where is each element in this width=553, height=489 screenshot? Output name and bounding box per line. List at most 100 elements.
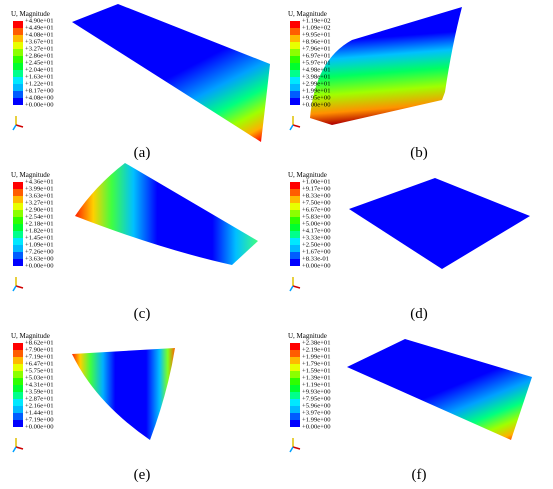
legend-value: +1.82e+01 — [25, 228, 54, 235]
caption: (f) — [412, 467, 427, 483]
legend-value: +1.09e+02 — [302, 25, 331, 32]
legend-bin — [13, 357, 23, 364]
legend-bin — [13, 252, 23, 259]
legend-value: +2.18e+01 — [25, 221, 54, 228]
legend-bin — [13, 196, 23, 203]
legend-value: +5.03e+01 — [25, 375, 54, 382]
legend-value: +8.96e+01 — [302, 39, 331, 46]
legend-bin — [290, 385, 300, 392]
legend-value: +2.87e+01 — [25, 396, 54, 403]
legend-value: +1.99e+00 — [302, 417, 331, 424]
legend-bin — [290, 252, 300, 259]
legend-value: +4.49e+01 — [25, 25, 54, 32]
panel: U, Magnitude+8.62e+01+7.90e+01+7.19e+01+… — [11, 332, 175, 483]
legend-value: +5.97e+01 — [302, 60, 331, 67]
legend-value: +8.33e+00 — [302, 193, 331, 200]
triad-z — [12, 446, 17, 453]
legend-bin — [13, 91, 23, 98]
legend-value: +2.38e+01 — [302, 340, 331, 347]
legend-bin — [290, 189, 300, 196]
legend-bin — [13, 399, 23, 406]
legend-value: +4.36e+01 — [25, 179, 54, 186]
legend-title: U, Magnitude — [288, 332, 327, 340]
legend-title: U, Magnitude — [288, 10, 327, 18]
legend-bin — [13, 224, 23, 231]
legend-value: +5.00e+00 — [302, 221, 331, 228]
legend-bin — [13, 49, 23, 56]
panel: U, Magnitude+1.00e+01+9.17e+00+8.33e+00+… — [288, 171, 530, 322]
legend-bin — [290, 399, 300, 406]
legend-bin — [290, 343, 300, 350]
legend-bin — [290, 406, 300, 413]
legend-value: +6.97e+01 — [302, 53, 331, 60]
triad-x — [292, 446, 301, 450]
triad-x — [292, 285, 301, 289]
legend-bin — [290, 259, 300, 266]
legend-value: +0.00e+00 — [302, 424, 331, 431]
legend-value: +4.08e+01 — [25, 32, 54, 39]
legend-value: +1.63e+01 — [25, 74, 54, 81]
legend-bin — [13, 182, 23, 189]
legend-bin — [13, 245, 23, 252]
legend-bin — [13, 392, 23, 399]
legend-bin — [290, 217, 300, 224]
legend-bin — [290, 203, 300, 210]
legend-value: +2.16e+01 — [25, 403, 54, 410]
legend-bin — [13, 413, 23, 420]
legend-bin — [290, 245, 300, 252]
legend-value: +0.00e+00 — [25, 424, 54, 431]
legend-value: +3.63e+00 — [25, 256, 54, 263]
legend-value: +9.95e+01 — [302, 32, 331, 39]
legend-title: U, Magnitude — [11, 332, 50, 340]
legend-value: +8.62e+01 — [25, 340, 54, 347]
legend-bin — [13, 259, 23, 266]
legend-bin — [13, 63, 23, 70]
contour-plot — [72, 348, 175, 440]
legend-bin — [290, 28, 300, 35]
caption: (d) — [410, 306, 428, 322]
legend-value: +2.19e+01 — [302, 347, 331, 354]
legend-bin — [290, 63, 300, 70]
triad-z — [12, 285, 17, 292]
legend-bin — [13, 189, 23, 196]
legend-value: +4.17e+00 — [302, 228, 331, 235]
legend-bin — [290, 378, 300, 385]
legend-value: +1.79e+01 — [302, 361, 331, 368]
legend-bin — [13, 98, 23, 105]
legend-value: +7.19e+00 — [25, 417, 54, 424]
legend-value: +2.04e+01 — [25, 67, 54, 74]
legend-bin — [13, 77, 23, 84]
legend-bin — [290, 364, 300, 371]
legend-bin — [290, 35, 300, 42]
legend-bin — [290, 224, 300, 231]
legend-title: U, Magnitude — [11, 10, 50, 18]
legend-bin — [13, 21, 23, 28]
legend-bin — [13, 238, 23, 245]
caption: (c) — [134, 306, 151, 322]
legend-bin — [290, 392, 300, 399]
triad-z — [12, 124, 17, 131]
legend-bin — [13, 371, 23, 378]
legend-value: +0.00e+00 — [25, 102, 54, 109]
legend-bin — [290, 196, 300, 203]
legend-bin — [13, 70, 23, 77]
legend-bin — [13, 42, 23, 49]
panel: U, Magnitude+1.19e+02+1.09e+02+9.95e+01+… — [288, 7, 462, 161]
legend-bin — [290, 21, 300, 28]
legend-bin — [13, 385, 23, 392]
legend-value: +3.99e+01 — [25, 186, 54, 193]
legend-value: +3.67e+01 — [25, 39, 54, 46]
legend-value: +3.33e+00 — [302, 235, 331, 242]
legend-bin — [13, 217, 23, 224]
triad-x — [15, 285, 24, 289]
legend-bin — [13, 343, 23, 350]
legend-value: +6.47e+01 — [25, 361, 54, 368]
triad-x — [15, 446, 24, 450]
legend-value: +2.45e+01 — [25, 60, 54, 67]
legend-value: +8.17e+00 — [25, 88, 54, 95]
legend-value: +2.90e+01 — [25, 207, 54, 214]
legend-value: +7.26e+00 — [25, 249, 54, 256]
legend-value: +1.99e+01 — [302, 354, 331, 361]
legend-bin — [290, 357, 300, 364]
legend-value: +5.75e+01 — [25, 368, 54, 375]
